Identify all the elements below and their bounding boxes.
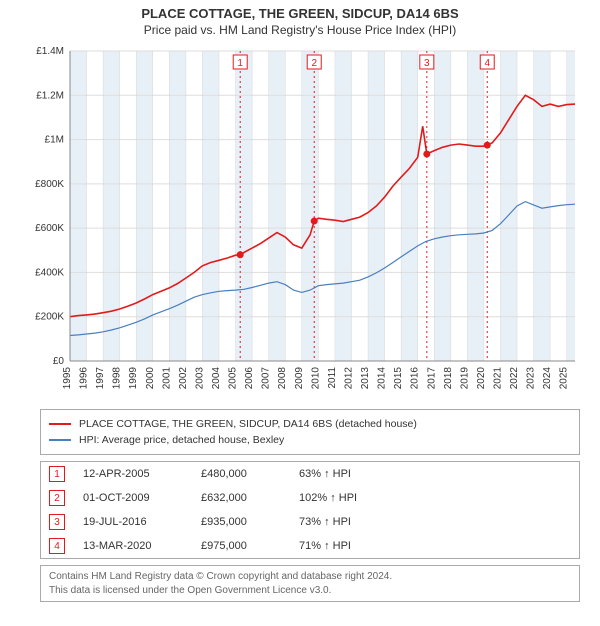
legend-row: PLACE COTTAGE, THE GREEN, SIDCUP, DA14 6… (49, 416, 571, 432)
footer-attribution: Contains HM Land Registry data © Crown c… (40, 565, 580, 602)
svg-text:2003: 2003 (194, 367, 205, 390)
svg-text:1996: 1996 (79, 367, 90, 390)
svg-text:4: 4 (484, 58, 490, 69)
svg-text:2008: 2008 (277, 367, 288, 390)
transaction-row: 1 12-APR-2005 £480,000 63% ↑ HPI (41, 462, 579, 486)
transaction-row: 3 19-JUL-2016 £935,000 73% ↑ HPI (41, 510, 579, 534)
svg-text:2: 2 (311, 58, 317, 69)
svg-text:£800K: £800K (35, 179, 64, 190)
svg-text:2010: 2010 (310, 367, 321, 390)
svg-text:2011: 2011 (327, 367, 338, 389)
svg-text:£1M: £1M (45, 135, 64, 146)
svg-text:2014: 2014 (377, 367, 388, 390)
svg-text:2012: 2012 (343, 367, 354, 390)
svg-text:2000: 2000 (145, 367, 156, 390)
transaction-pct: 71% ↑ HPI (299, 540, 351, 552)
svg-text:2021: 2021 (492, 367, 503, 390)
transaction-marker: 2 (49, 490, 65, 506)
svg-text:2002: 2002 (178, 367, 189, 390)
transaction-row: 2 01-OCT-2009 £632,000 102% ↑ HPI (41, 486, 579, 510)
footer-line-2: This data is licensed under the Open Gov… (49, 584, 571, 598)
transaction-pct: 73% ↑ HPI (299, 516, 351, 528)
transaction-price: £975,000 (201, 540, 281, 552)
svg-text:£1.4M: £1.4M (36, 46, 64, 57)
svg-text:£200K: £200K (35, 312, 64, 323)
svg-text:2020: 2020 (476, 367, 487, 390)
transaction-date: 19-JUL-2016 (83, 516, 183, 528)
transaction-price: £480,000 (201, 468, 281, 480)
svg-text:2004: 2004 (211, 367, 222, 390)
transaction-pct: 102% ↑ HPI (299, 492, 357, 504)
svg-text:2025: 2025 (559, 367, 570, 390)
svg-text:2007: 2007 (261, 367, 272, 390)
svg-text:2016: 2016 (410, 367, 421, 390)
line-chart-svg: £0 £200K £400K £600K £800K £1M £1.2M £1.4M 1995 1… (20, 41, 580, 401)
svg-text:2001: 2001 (161, 367, 172, 390)
legend: PLACE COTTAGE, THE GREEN, SIDCUP, DA14 6… (40, 409, 580, 455)
svg-text:1: 1 (237, 58, 243, 69)
svg-text:£600K: £600K (35, 223, 64, 234)
svg-text:£0: £0 (53, 356, 65, 367)
svg-text:3: 3 (424, 58, 430, 69)
transaction-row: 4 13-MAR-2020 £975,000 71% ↑ HPI (41, 534, 579, 558)
svg-text:1998: 1998 (112, 367, 123, 390)
svg-text:2023: 2023 (526, 367, 537, 390)
transaction-date: 01-OCT-2009 (83, 492, 183, 504)
svg-text:2017: 2017 (426, 367, 437, 390)
footer-line-1: Contains HM Land Registry data © Crown c… (49, 570, 571, 584)
svg-text:£400K: £400K (35, 267, 64, 278)
transaction-price: £632,000 (201, 492, 281, 504)
svg-text:1995: 1995 (62, 367, 73, 390)
svg-text:2015: 2015 (393, 367, 404, 390)
chart-area: £0 £200K £400K £600K £800K £1M £1.2M £1.4M 1995 1… (20, 41, 580, 401)
transaction-price: £935,000 (201, 516, 281, 528)
legend-label: PLACE COTTAGE, THE GREEN, SIDCUP, DA14 6… (79, 418, 417, 430)
legend-label: HPI: Average price, detached house, Bexl… (79, 434, 284, 446)
transaction-pct: 63% ↑ HPI (299, 468, 351, 480)
svg-text:2018: 2018 (443, 367, 454, 390)
svg-text:2009: 2009 (294, 367, 305, 390)
svg-text:2019: 2019 (459, 367, 470, 390)
svg-text:1997: 1997 (95, 367, 106, 390)
svg-text:2006: 2006 (244, 367, 255, 390)
transaction-marker: 3 (49, 514, 65, 530)
svg-text:2005: 2005 (228, 367, 239, 390)
svg-text:2013: 2013 (360, 367, 371, 390)
transactions-table: 1 12-APR-2005 £480,000 63% ↑ HPI 2 01-OCT-200… (40, 461, 580, 559)
legend-row: HPI: Average price, detached house, Bexl… (49, 432, 571, 448)
transaction-marker: 4 (49, 538, 65, 554)
svg-text:2022: 2022 (509, 367, 520, 390)
svg-text:2024: 2024 (542, 367, 553, 390)
svg-text:1999: 1999 (128, 367, 139, 390)
chart-title-2: Price paid vs. HM Land Registry's House … (0, 23, 600, 37)
chart-title-1: PLACE COTTAGE, THE GREEN, SIDCUP, DA14 6… (0, 6, 600, 21)
transaction-date: 12-APR-2005 (83, 468, 183, 480)
transaction-date: 13-MAR-2020 (83, 540, 183, 552)
svg-text:£1.2M: £1.2M (36, 90, 64, 101)
transaction-marker: 1 (49, 466, 65, 482)
legend-swatch (49, 439, 71, 441)
legend-swatch (49, 423, 71, 425)
